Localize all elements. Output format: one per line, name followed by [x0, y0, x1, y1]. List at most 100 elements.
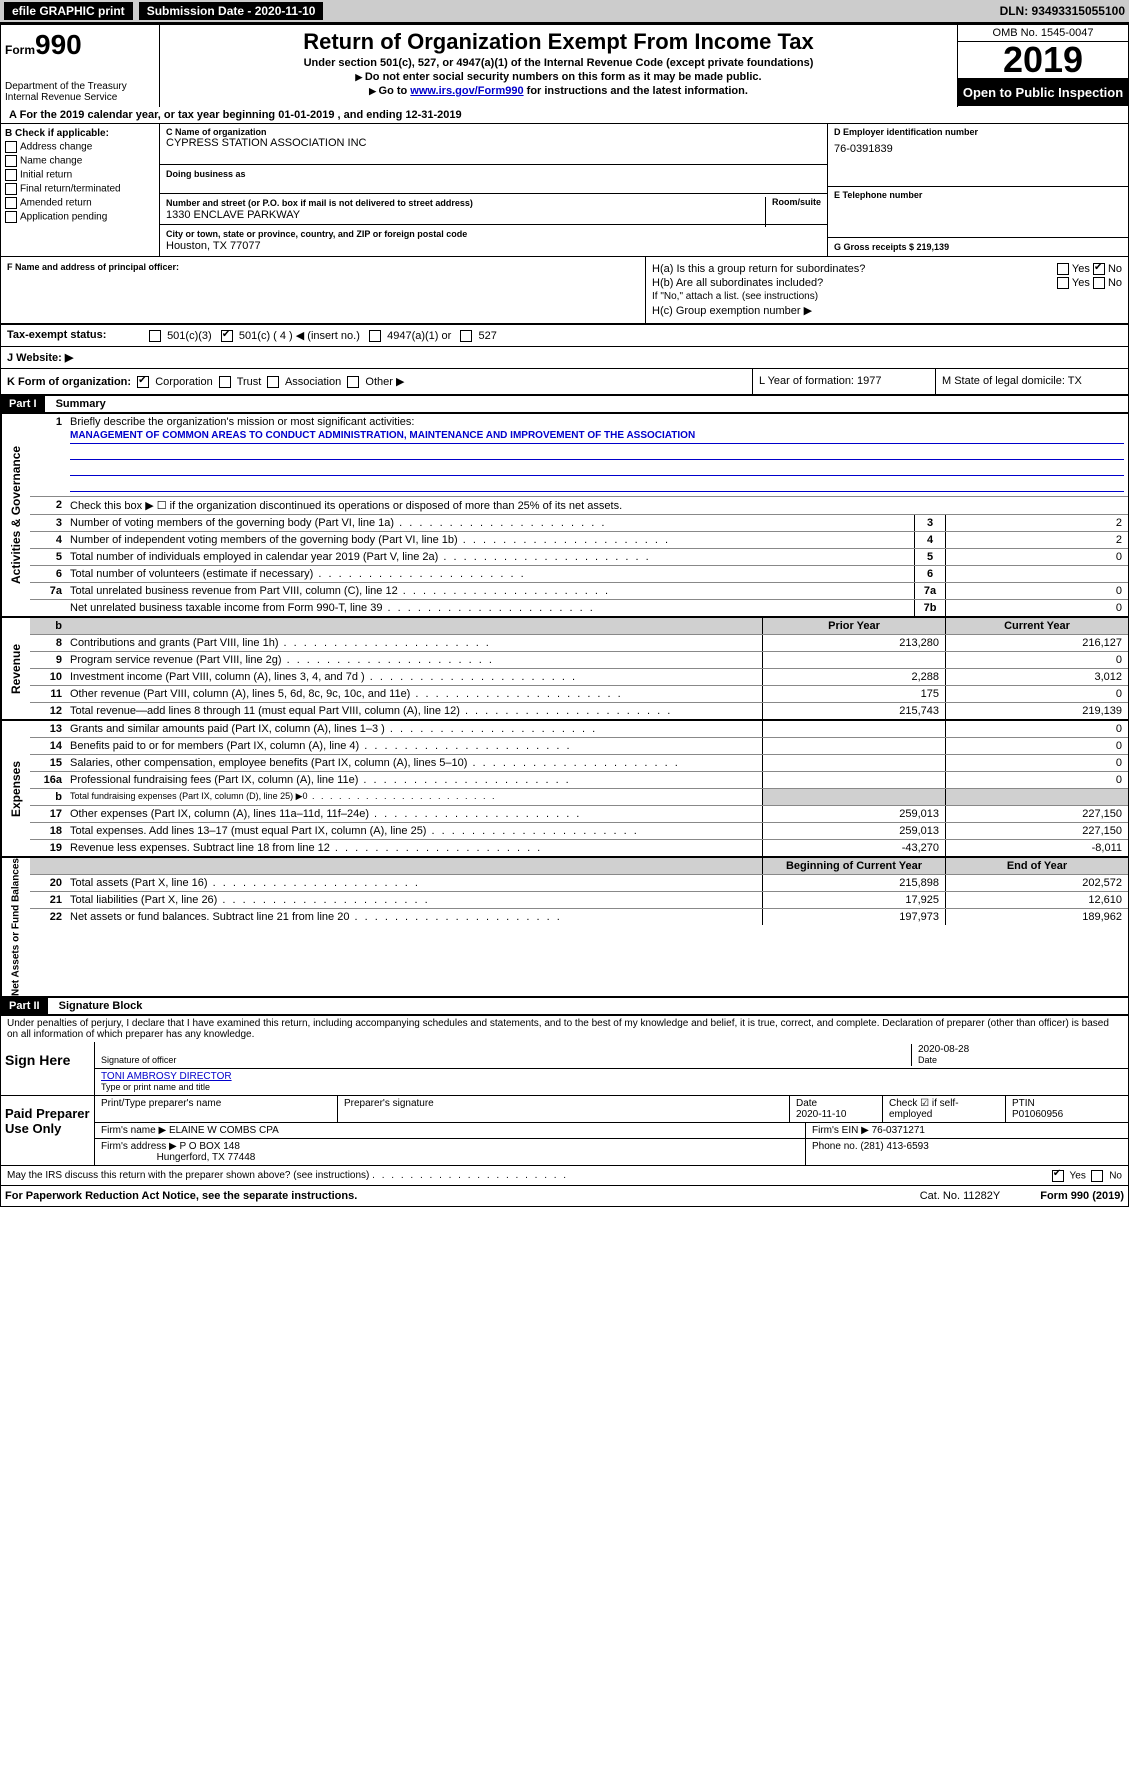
address: 1330 ENCLAVE PARKWAY [166, 209, 821, 221]
prep-sig-cell[interactable]: Preparer's signature [338, 1096, 790, 1122]
sig-officer-cell[interactable]: 2020-08-28Date Signature of officer [95, 1042, 1128, 1069]
footer-mid: Cat. No. 11282Y [920, 1190, 1001, 1202]
firm-ein: Firm's EIN ▶ 76-0371271 [806, 1123, 1128, 1138]
header-mid: Return of Organization Exempt From Incom… [160, 25, 957, 107]
opt-assoc[interactable]: Association [285, 376, 341, 388]
rev-content: b Prior Year Current Year 8Contributions… [30, 618, 1128, 719]
ha-label: H(a) Is this a group return for subordin… [652, 263, 865, 275]
check-address[interactable]: Address change [5, 141, 155, 153]
paid-mid: Print/Type preparer's name Preparer's si… [95, 1096, 1128, 1165]
col-current: Current Year [945, 618, 1128, 634]
line-1: 1 Briefly describe the organization's mi… [30, 414, 1128, 496]
prep-check-cell[interactable]: Check ☑ if self-employed [883, 1096, 1006, 1122]
part1-rev: Revenue b Prior Year Current Year 8Contr… [1, 616, 1128, 719]
i-label: Tax-exempt status: [1, 325, 143, 346]
b-label: B Check if applicable: [5, 128, 155, 139]
goto-pre: Go to [379, 85, 411, 97]
form-word: Form [5, 43, 35, 57]
firm-name-cell: Firm's name ▶ ELAINE W COMBS CPA [95, 1123, 806, 1138]
sign-mid: 2020-08-28Date Signature of officer TONI… [95, 1042, 1128, 1095]
tax-year-b: , and ending 12-31-2019 [338, 109, 462, 121]
check-app-pending[interactable]: Application pending [5, 211, 155, 223]
section-j: J Website: ▶ [1, 347, 1128, 369]
perjury-text: Under penalties of perjury, I declare th… [1, 1016, 1128, 1042]
line-13: 13Grants and similar amounts paid (Part … [30, 721, 1128, 737]
opt-corp[interactable]: Corporation [155, 376, 212, 388]
discuss-yes[interactable]: Yes [1070, 1171, 1086, 1182]
phone-row: E Telephone number [828, 187, 1128, 238]
form-header: Form990 Department of the Treasury Inter… [1, 23, 1128, 107]
hb-yes[interactable]: Yes [1072, 277, 1090, 289]
open-public: Open to Public Inspection [958, 79, 1128, 106]
tax-year-a: For the 2019 calendar year, or tax year … [20, 109, 335, 121]
tax-year-row: A For the 2019 calendar year, or tax yea… [1, 107, 1128, 124]
q2-text: Check this box ▶ ☐ if the organization d… [66, 497, 1128, 514]
part2-title: Signature Block [51, 1000, 143, 1012]
footer-left: For Paperwork Reduction Act Notice, see … [5, 1190, 357, 1202]
line-2: 2 Check this box ▶ ☐ if the organization… [30, 496, 1128, 514]
ha-yes[interactable]: Yes [1072, 263, 1090, 275]
discuss-no[interactable]: No [1109, 1171, 1122, 1182]
subtitle3: Go to www.irs.gov/Form990 for instructio… [164, 85, 953, 97]
opt-527[interactable]: 527 [479, 330, 497, 342]
tax-year: 2019 [958, 42, 1128, 79]
check-initial[interactable]: Initial return [5, 169, 155, 181]
col-end: End of Year [945, 858, 1128, 874]
check-name[interactable]: Name change [5, 155, 155, 167]
footer: For Paperwork Reduction Act Notice, see … [1, 1185, 1128, 1206]
sign-here-row: Sign Here 2020-08-28Date Signature of of… [1, 1042, 1128, 1096]
section-bcde: B Check if applicable: Address change Na… [1, 124, 1128, 257]
gross-row: G Gross receipts $ 219,139 [828, 238, 1128, 256]
type-name-label: Type or print name and title [101, 1082, 210, 1092]
part2-header-row: Part II Signature Block [1, 996, 1128, 1014]
ha-no[interactable]: No [1108, 263, 1122, 275]
opt-501c[interactable]: 501(c) ( 4 ) ◀ (insert no.) [239, 330, 360, 342]
section-i: Tax-exempt status: 501(c)(3) 501(c) ( 4 … [1, 324, 1128, 347]
opt-trust[interactable]: Trust [237, 376, 262, 388]
header-right: OMB No. 1545-0047 2019 Open to Public In… [957, 25, 1128, 107]
check-final[interactable]: Final return/terminated [5, 183, 155, 195]
subtitle2: Do not enter social security numbers on … [164, 71, 953, 83]
line-19: 19Revenue less expenses. Subtract line 1… [30, 839, 1128, 856]
line-b: bTotal fundraising expenses (Part IX, co… [30, 788, 1128, 805]
side-exp: Expenses [1, 721, 30, 856]
sig-date: 2020-08-28 [918, 1044, 969, 1055]
c-label: C Name of organization [166, 127, 821, 137]
addr-label: Number and street (or P.O. box if mail i… [166, 198, 473, 208]
side-gov: Activities & Governance [1, 414, 30, 616]
ein: 76-0391839 [834, 143, 1122, 155]
section-f: F Name and address of principal officer: [1, 257, 646, 323]
efile-button[interactable]: efile GRAPHIC print [4, 2, 133, 20]
hb-row: H(b) Are all subordinates included? Yes … [652, 277, 1122, 289]
opt-4947[interactable]: 4947(a)(1) or [387, 330, 451, 342]
line-17: 17Other expenses (Part IX, column (A), l… [30, 805, 1128, 822]
part1-exp: Expenses 13Grants and similar amounts pa… [1, 719, 1128, 856]
f-label: F Name and address of principal officer: [7, 262, 179, 272]
submission-date: Submission Date - 2020-11-10 [139, 2, 324, 20]
check-amended[interactable]: Amended return [5, 197, 155, 209]
discuss-row: May the IRS discuss this return with the… [1, 1166, 1128, 1185]
paid-prep-label: Paid Preparer Use Only [1, 1096, 95, 1165]
part1-gov: Activities & Governance 1 Briefly descri… [1, 412, 1128, 616]
opt-other[interactable]: Other ▶ [365, 376, 404, 388]
irs-link[interactable]: www.irs.gov/Form990 [410, 85, 523, 97]
line-16a: 16aProfessional fundraising fees (Part I… [30, 771, 1128, 788]
line-14: 14Benefits paid to or for members (Part … [30, 737, 1128, 754]
opt-501c3[interactable]: 501(c)(3) [167, 330, 212, 342]
date-label: Date [918, 1055, 937, 1065]
col-prior: Prior Year [762, 618, 945, 634]
side-rev: Revenue [1, 618, 30, 719]
line-3: 3Number of voting members of the governi… [30, 514, 1128, 531]
rev-header: b Prior Year Current Year [30, 618, 1128, 634]
col-begin: Beginning of Current Year [762, 858, 945, 874]
form-number: Form990 [5, 29, 155, 61]
hb-no[interactable]: No [1108, 277, 1122, 289]
e-label: E Telephone number [834, 190, 1122, 200]
line-10: 10Investment income (Part VIII, column (… [30, 668, 1128, 685]
line-7a: 7aTotal unrelated business revenue from … [30, 582, 1128, 599]
section-klm: K Form of organization: Corporation Trus… [1, 369, 1128, 396]
g-label: G Gross receipts $ 219,139 [834, 242, 949, 252]
line-8: 8Contributions and grants (Part VIII, li… [30, 634, 1128, 651]
form-num: 990 [35, 29, 82, 60]
section-deg: D Employer identification number 76-0391… [828, 124, 1128, 256]
